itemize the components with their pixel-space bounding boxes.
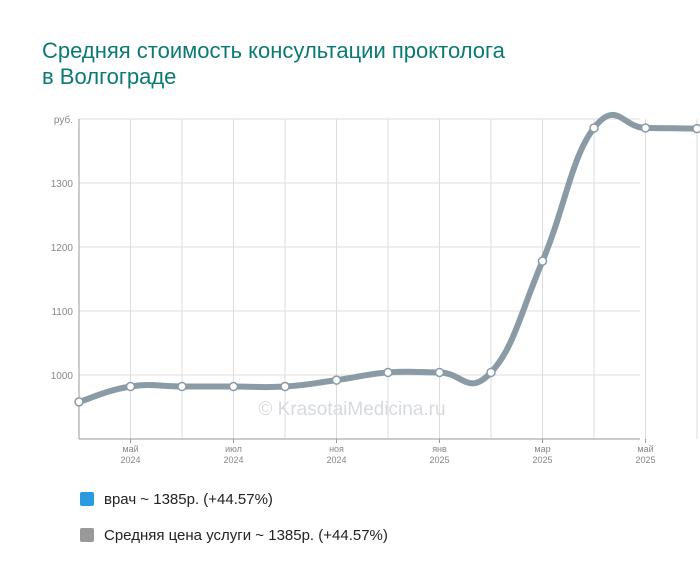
x-tick-label-month: июл (225, 444, 242, 454)
data-points (74, 123, 700, 407)
data-point (486, 367, 496, 378)
legend-label-vrach: врач ~ 1385р. (+44.57%) (104, 490, 273, 508)
data-point (331, 375, 342, 385)
data-point (383, 367, 393, 378)
x-tick-label-month: ноя (329, 444, 344, 454)
x-tick-label-month: май (637, 444, 653, 454)
data-point (125, 381, 136, 392)
legend-label-average-price: Средняя цена услуги ~ 1385р. (+44.57%) (104, 526, 388, 544)
y-tick-label: 1200 (51, 243, 74, 254)
data-point (537, 256, 548, 266)
x-tick-label-month: янв (432, 444, 447, 454)
data-point (434, 367, 445, 378)
x-tick-label-month: май (122, 444, 138, 454)
legend-swatch-vrach (80, 492, 94, 506)
y-tick-label: 1000 (51, 371, 74, 382)
x-tick-label-month: мар (534, 444, 550, 454)
y-axis-unit-label: руб. (54, 114, 73, 126)
data-point (280, 381, 290, 392)
x-tick-label-year: 2024 (223, 455, 243, 465)
watermark-text: © KrasotaiMedicina.ru (258, 399, 445, 420)
y-tick-label: 1300 (51, 179, 74, 190)
legend-item-average-price[interactable]: Средняя цена услуги ~ 1385р. (+44.57%) (80, 523, 388, 547)
x-tick-label-year: 2024 (120, 455, 140, 465)
data-point (692, 123, 700, 134)
legend-swatch-average-price (80, 528, 94, 542)
chart-title: Средняя стоимость консультации проктолог… (42, 38, 662, 90)
x-tick-label-year: 2025 (635, 455, 655, 465)
legend: врач ~ 1385р. (+44.57%) Средняя цена усл… (80, 487, 388, 559)
data-point (74, 397, 84, 407)
data-point (640, 123, 651, 133)
data-point (589, 123, 599, 133)
y-tick-label: 1100 (51, 307, 73, 318)
x-tick-label-year: 2025 (429, 455, 449, 465)
legend-item-vrach[interactable]: врач ~ 1385р. (+44.57%) (80, 487, 388, 511)
x-tick-label-year: 2024 (326, 455, 346, 465)
data-point (177, 381, 187, 392)
series-line-average-price (76, 112, 700, 405)
series (76, 112, 700, 405)
chart-title-line-1: Средняя стоимость консультации проктолог… (42, 38, 505, 63)
x-tick-label-year: 2025 (532, 455, 552, 465)
grid (79, 118, 698, 439)
chart-title-line-2: в Волгограде (42, 64, 177, 89)
axes: руб.1000110012001300май2024июл2024ноя202… (51, 114, 656, 465)
data-point (228, 381, 239, 392)
